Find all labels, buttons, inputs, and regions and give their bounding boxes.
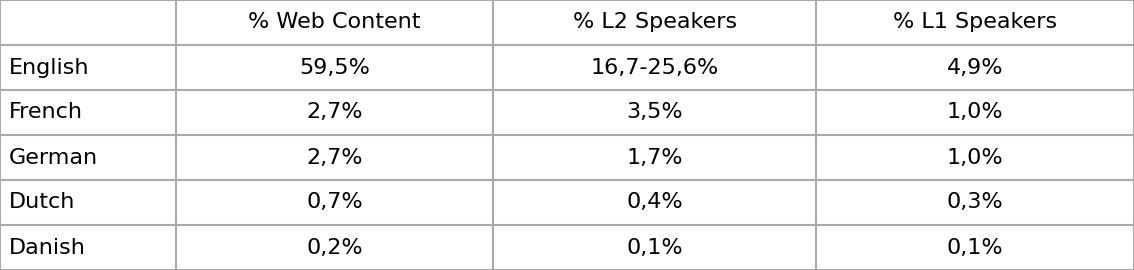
Text: English: English (9, 58, 90, 77)
Text: Dutch: Dutch (9, 193, 76, 212)
Text: Danish: Danish (9, 238, 86, 258)
Text: % Web Content: % Web Content (248, 12, 421, 32)
Text: 0,3%: 0,3% (947, 193, 1004, 212)
Text: 0,1%: 0,1% (627, 238, 683, 258)
Text: 1,7%: 1,7% (627, 147, 683, 167)
Text: German: German (9, 147, 99, 167)
Text: 1,0%: 1,0% (947, 147, 1004, 167)
Text: 59,5%: 59,5% (299, 58, 370, 77)
Text: % L1 Speakers: % L1 Speakers (894, 12, 1057, 32)
Text: 2,7%: 2,7% (306, 103, 363, 123)
Text: 3,5%: 3,5% (627, 103, 683, 123)
Text: 0,4%: 0,4% (627, 193, 683, 212)
Text: % L2 Speakers: % L2 Speakers (573, 12, 737, 32)
Text: 16,7-25,6%: 16,7-25,6% (591, 58, 719, 77)
Text: 4,9%: 4,9% (947, 58, 1004, 77)
Text: French: French (9, 103, 83, 123)
Text: 0,2%: 0,2% (306, 238, 363, 258)
Text: 1,0%: 1,0% (947, 103, 1004, 123)
Text: 2,7%: 2,7% (306, 147, 363, 167)
Text: 0,7%: 0,7% (306, 193, 363, 212)
Text: 0,1%: 0,1% (947, 238, 1004, 258)
